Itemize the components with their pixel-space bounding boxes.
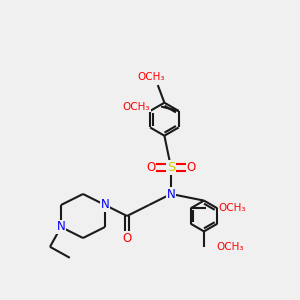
Text: OCH₃: OCH₃: [123, 101, 150, 112]
Text: S: S: [167, 161, 175, 174]
Text: OCH₃: OCH₃: [218, 203, 246, 213]
Text: O: O: [186, 161, 195, 174]
Text: OCH₃: OCH₃: [137, 72, 165, 82]
Text: OCH₃: OCH₃: [216, 242, 244, 252]
Text: N: N: [57, 220, 65, 233]
Text: N: N: [100, 199, 109, 212]
Text: O: O: [147, 161, 156, 174]
Text: O: O: [122, 232, 132, 244]
Text: N: N: [167, 188, 176, 200]
